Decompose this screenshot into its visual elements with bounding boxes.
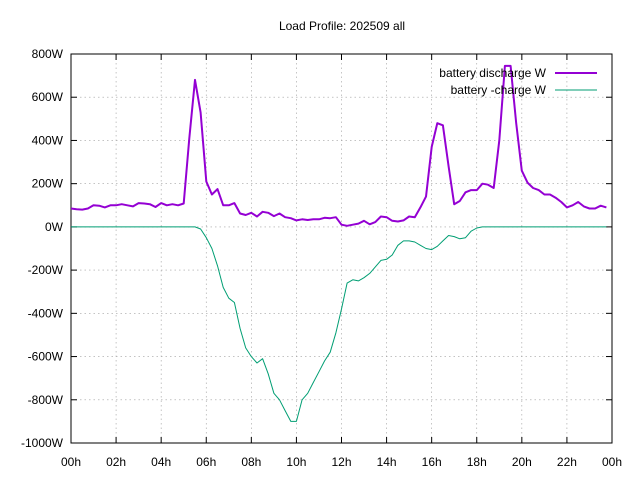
y-axis-ticks: 800W 600W 400W 200W 0W -200W -400W -600W -800W -1… bbox=[21, 47, 612, 450]
x-tick-label: 22h bbox=[557, 455, 577, 469]
y-tick-label: -1000W bbox=[21, 436, 64, 450]
series-line-1 bbox=[70, 64, 607, 227]
x-tick-label: 04h bbox=[151, 455, 171, 469]
y-tick-label: 200W bbox=[32, 177, 64, 191]
x-tick-label: 00h bbox=[602, 455, 622, 469]
y-tick-label: 0W bbox=[45, 220, 64, 234]
y-tick-label: -800W bbox=[28, 393, 64, 407]
x-tick-label: 06h bbox=[196, 455, 216, 469]
y-tick-label: -400W bbox=[28, 306, 64, 320]
x-tick-label: 02h bbox=[106, 455, 126, 469]
x-tick-label: 16h bbox=[422, 455, 442, 469]
x-tick-label: 12h bbox=[331, 455, 351, 469]
x-tick-label: 10h bbox=[286, 455, 306, 469]
legend-label-2: battery -charge W bbox=[451, 83, 547, 97]
y-tick-label: 400W bbox=[32, 133, 64, 147]
chart-title: Load Profile: 202509 all bbox=[279, 19, 405, 33]
legend: battery discharge W battery -charge W bbox=[439, 66, 597, 97]
x-tick-label: 00h bbox=[61, 455, 81, 469]
x-tick-label: 20h bbox=[512, 455, 532, 469]
grid bbox=[71, 54, 612, 443]
x-tick-label: 14h bbox=[377, 455, 397, 469]
legend-label-1: battery discharge W bbox=[439, 66, 546, 80]
y-tick-label: -600W bbox=[28, 350, 64, 364]
x-tick-label: 08h bbox=[241, 455, 261, 469]
y-tick-label: 800W bbox=[32, 47, 64, 61]
x-tick-label: 18h bbox=[467, 455, 487, 469]
x-axis-ticks: 00h 02h 04h 06h 08h 10h 12h 14h 16h 18h 20h 22h 00h bbox=[61, 54, 622, 469]
y-tick-label: -200W bbox=[28, 263, 64, 277]
y-tick-label: 600W bbox=[32, 90, 64, 104]
series-line-2 bbox=[71, 226, 607, 422]
series-layer bbox=[70, 64, 607, 422]
